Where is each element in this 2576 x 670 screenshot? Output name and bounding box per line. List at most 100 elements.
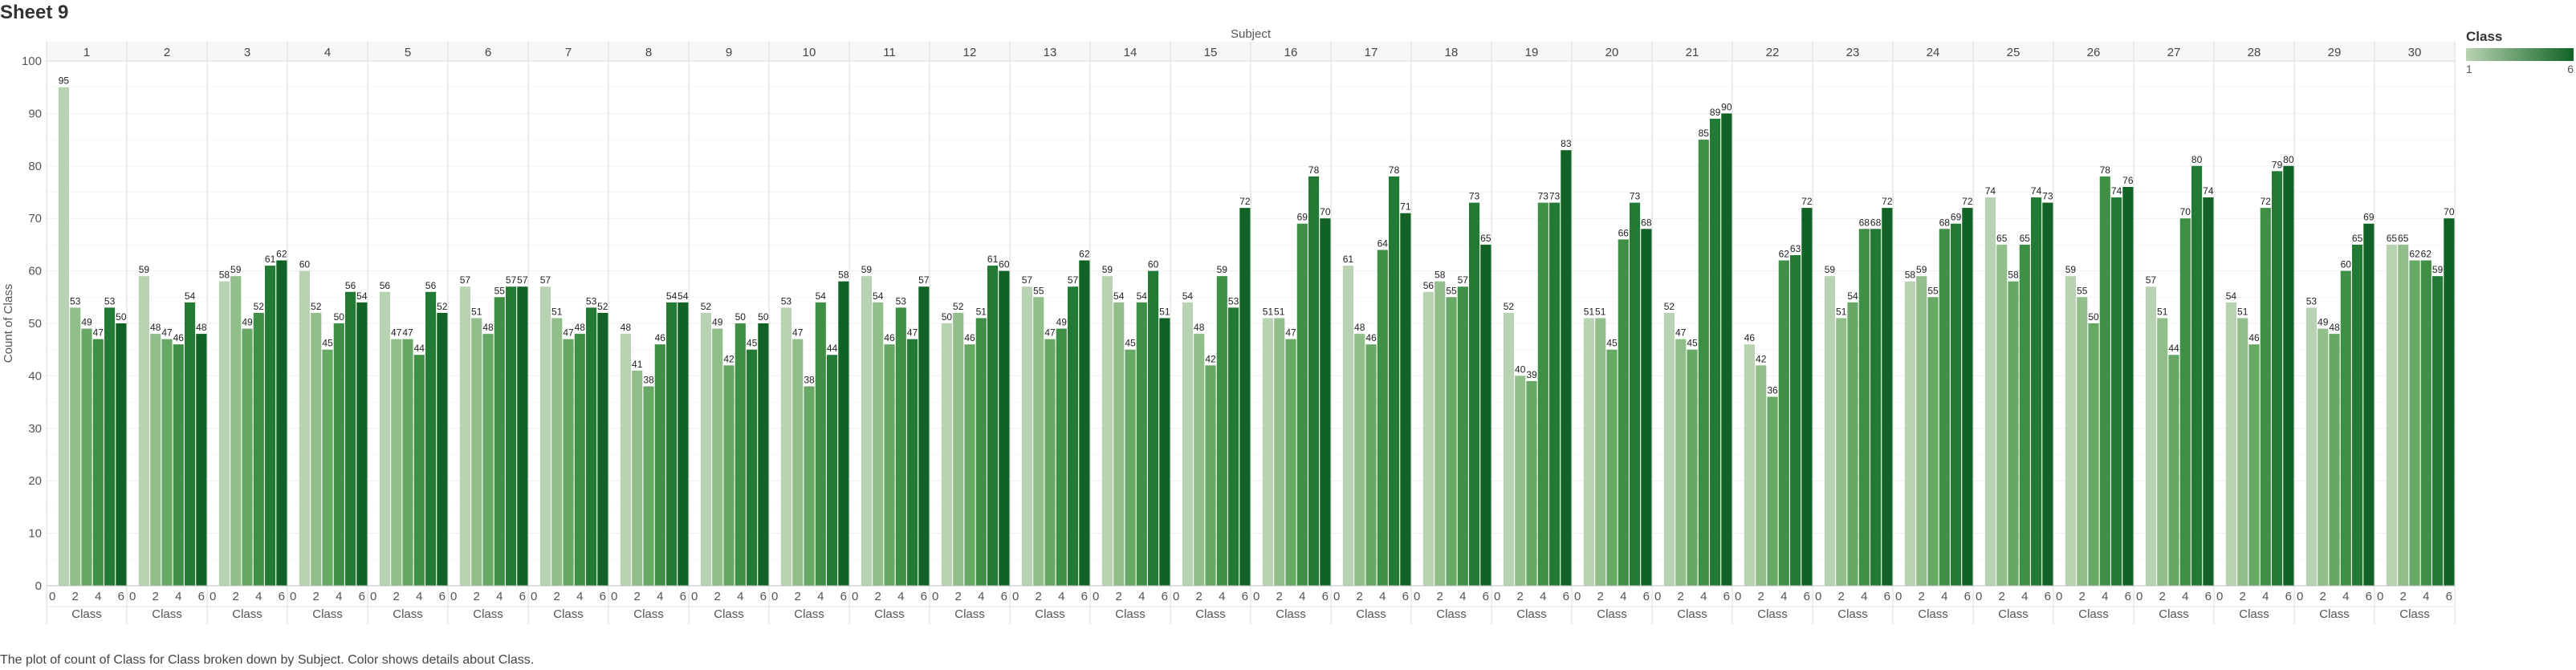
bar-value-label: 57: [2146, 274, 2157, 286]
bar: [2111, 197, 2122, 587]
bar-value-label: 39: [1526, 369, 1537, 380]
x-tick-label: 0: [2297, 590, 2303, 603]
bar: [2088, 323, 2099, 586]
bar-value-label: 52: [597, 301, 608, 312]
bar-value-label: 45: [1125, 338, 1136, 349]
bar: [253, 312, 264, 586]
x-tick-label: 0: [1895, 590, 1902, 603]
bar: [2248, 344, 2260, 586]
bar: [2042, 202, 2053, 586]
bar-value-label: 42: [1756, 353, 1767, 364]
subject-header-label: 1: [83, 46, 90, 59]
bar: [2398, 244, 2409, 586]
x-axis-title: Class: [473, 607, 503, 621]
x-tick-label: 4: [2342, 590, 2349, 603]
x-axis-title: Class: [874, 607, 905, 621]
x-tick-label: 4: [496, 590, 503, 603]
bar-value-label: 78: [2100, 164, 2111, 176]
bar-value-label: 57: [460, 274, 471, 286]
bar-value-label: 54: [873, 290, 884, 302]
y-tick-label: 60: [28, 265, 42, 278]
bar: [678, 302, 689, 586]
x-tick-label: 4: [737, 590, 743, 603]
bar: [196, 334, 207, 586]
x-tick-label: 0: [932, 590, 938, 603]
bar-value-label: 69: [2363, 212, 2375, 223]
x-tick-label: 4: [1379, 590, 1386, 603]
x-tick-label: 4: [336, 590, 342, 603]
bar: [792, 339, 804, 586]
bar-value-label: 48: [1354, 322, 1365, 333]
x-tick-label: 2: [2079, 590, 2086, 603]
x-axis-title: Class: [1837, 607, 1868, 621]
bar-value-label: 59: [230, 264, 242, 275]
bar: [780, 307, 792, 586]
subject-header-label: 15: [1204, 46, 1218, 59]
bar: [92, 339, 104, 586]
bar-value-label: 58: [1435, 270, 1446, 281]
x-tick-label: 0: [1735, 590, 1741, 603]
bar: [1125, 349, 1136, 586]
bar-value-label: 52: [311, 301, 322, 312]
bar-value-label: 58: [219, 270, 230, 281]
bar-value-label: 72: [1239, 196, 1251, 207]
bar-value-label: 73: [1469, 191, 1480, 202]
x-axis-title: Class: [1677, 607, 1707, 621]
bar: [1778, 260, 1789, 586]
bar: [827, 355, 838, 586]
bar-value-label: 58: [1905, 270, 1916, 281]
x-tick-label: 0: [210, 590, 216, 603]
bar-value-label: 54: [2226, 290, 2237, 302]
bar-value-label: 65: [1480, 233, 1491, 244]
bar-value-label: 61: [1343, 254, 1354, 265]
x-tick-label: 2: [1919, 590, 1925, 603]
bar: [482, 334, 494, 586]
x-axis-title: Class: [1757, 607, 1788, 621]
bar-value-label: 54: [1182, 290, 1194, 302]
bar: [345, 291, 356, 586]
bar-value-label: 47: [391, 327, 402, 339]
bar: [2420, 260, 2432, 586]
bar: [895, 307, 906, 586]
bar-value-label: 74: [2031, 185, 2042, 197]
bar: [632, 370, 643, 586]
x-tick-label: 6: [2045, 590, 2051, 603]
bar: [2019, 244, 2030, 586]
bar-value-label: 48: [150, 322, 161, 333]
bar: [2329, 334, 2340, 586]
bar-value-label: 65: [2398, 233, 2409, 244]
bar-value-label: 45: [322, 338, 333, 349]
x-axis-title: Class: [1115, 607, 1146, 621]
bar-value-label: 80: [2191, 154, 2203, 165]
bar: [1962, 208, 1973, 586]
bar-value-label: 51: [1595, 306, 1606, 317]
sheet-title: Sheet 9: [0, 2, 69, 23]
x-tick-label: 6: [760, 590, 767, 603]
bar-value-label: 49: [1056, 317, 1068, 328]
subject-header-label: 19: [1525, 46, 1539, 59]
x-tick-label: 2: [714, 590, 721, 603]
bar-value-label: 57: [1022, 274, 1033, 286]
x-axis-title: Class: [954, 607, 985, 621]
bar: [873, 302, 884, 586]
x-tick-label: 4: [175, 590, 181, 603]
x-tick-label: 2: [1678, 590, 1684, 603]
x-tick-label: 4: [1138, 590, 1145, 603]
x-tick-label: 6: [1884, 590, 1890, 603]
bar-value-label: 59: [139, 264, 150, 275]
bar-value-label: 78: [1308, 164, 1320, 176]
x-tick-label: 2: [1357, 590, 1363, 603]
bar: [1044, 339, 1056, 586]
subject-header-label: 26: [2087, 46, 2101, 59]
subject-header-label: 25: [2007, 46, 2021, 59]
bar: [517, 286, 528, 586]
subject-header-label: 12: [963, 46, 977, 59]
bar-value-label: 74: [2203, 185, 2214, 197]
x-tick-label: 2: [1116, 590, 1122, 603]
subject-header-label: 7: [565, 46, 572, 59]
bar: [735, 323, 746, 586]
subject-header-label: 17: [1365, 46, 1378, 59]
bar-value-label: 46: [964, 332, 975, 343]
x-tick-label: 0: [2377, 590, 2383, 603]
x-tick-label: 2: [1597, 590, 1604, 603]
